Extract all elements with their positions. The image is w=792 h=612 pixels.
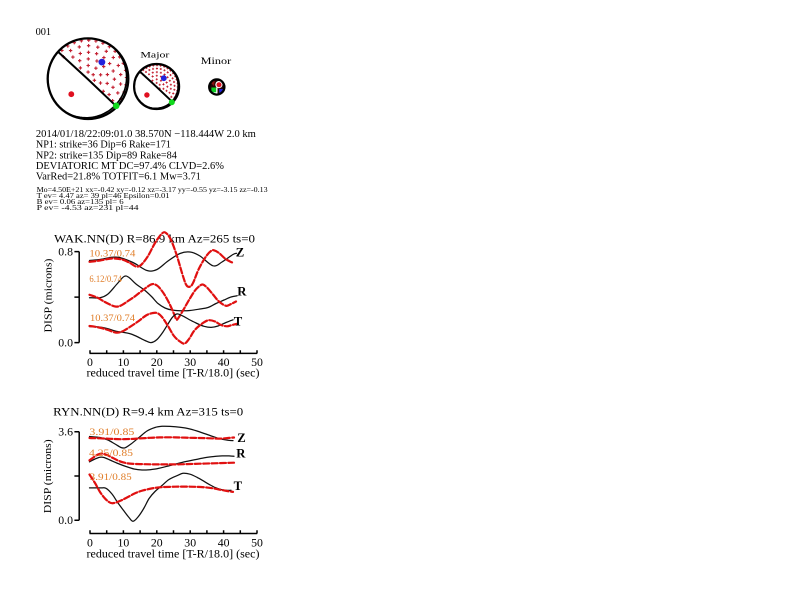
svg-text:0.0: 0.0	[58, 513, 73, 527]
svg-text:DISP (microns): DISP (microns)	[43, 258, 55, 332]
svg-text:VarRed=21.8% TOTFIT=6.1 Mw=3.7: VarRed=21.8% TOTFIT=6.1 Mw=3.71	[36, 171, 201, 183]
svg-text:50: 50	[251, 535, 263, 549]
svg-text:3.91/0.85: 3.91/0.85	[90, 472, 132, 483]
svg-text:T: T	[234, 314, 243, 328]
svg-text:Mo=4.50E+21 xx=-0.42 xy=-0.12: Mo=4.50E+21 xx=-0.42 xy=-0.12 xz=-3.17 y…	[37, 186, 269, 194]
svg-text:10: 10	[118, 355, 130, 369]
svg-text:Z: Z	[236, 245, 244, 259]
svg-text:6.12/0.74: 6.12/0.74	[89, 274, 122, 285]
svg-text:R: R	[236, 446, 246, 460]
svg-text:NP2: strike=135 Dip=89 Rake=84: NP2: strike=135 Dip=89 Rake=84	[36, 150, 178, 162]
svg-text:3.6: 3.6	[58, 425, 73, 439]
svg-text:T: T	[234, 479, 243, 493]
svg-text:001: 001	[36, 26, 52, 38]
svg-text:0.0: 0.0	[58, 336, 73, 350]
svg-text:30: 30	[184, 355, 196, 369]
svg-text:0.8: 0.8	[58, 245, 73, 259]
svg-text:WAK.NN(D) R=86.9 km Az=265 ts=: WAK.NN(D) R=86.9 km Az=265 ts=0	[54, 231, 255, 245]
svg-text:4.25/0.85: 4.25/0.85	[89, 448, 133, 459]
svg-text:reduced travel time [T-R/18.0]: reduced travel time [T-R/18.0] (sec)	[87, 546, 260, 560]
svg-text:Major: Major	[140, 49, 169, 59]
svg-text:50: 50	[251, 355, 263, 369]
svg-text:10: 10	[118, 535, 130, 549]
svg-text:T ev= 4.47 az= 39 pl=46 Epsilo: T ev= 4.47 az= 39 pl=46 Epsilon=0.01	[37, 192, 171, 200]
svg-text:DEVIATORIC MT DC=97.4% CLVD=2.: DEVIATORIC MT DC=97.4% CLVD=2.6%	[36, 160, 224, 172]
svg-text:reduced travel time [T-R/18.0]: reduced travel time [T-R/18.0] (sec)	[87, 365, 260, 379]
svg-text:RYN.NN(D) R=9.4 km Az=315 ts=0: RYN.NN(D) R=9.4 km Az=315 ts=0	[53, 404, 243, 418]
svg-text:10.37/0.74: 10.37/0.74	[89, 248, 135, 259]
svg-text:3.91/0.85: 3.91/0.85	[89, 427, 134, 438]
svg-text:20: 20	[151, 355, 163, 369]
svg-text:B ev= 0.06 az=135 pl= 6: B ev= 0.06 az=135 pl= 6	[37, 198, 125, 206]
svg-text:DISP (microns): DISP (microns)	[42, 439, 54, 513]
svg-text:Minor: Minor	[201, 56, 232, 66]
svg-text:40: 40	[218, 355, 230, 369]
svg-text:40: 40	[218, 535, 230, 549]
svg-text:0: 0	[87, 535, 93, 549]
svg-text:P ev= -4.53 az=231 pl=44: P ev= -4.53 az=231 pl=44	[37, 204, 140, 212]
svg-text:30: 30	[184, 535, 196, 549]
svg-text:R: R	[237, 285, 247, 299]
svg-text:NP1: strike=36 Dip=6 Rake=171: NP1: strike=36 Dip=6 Rake=171	[36, 139, 171, 151]
svg-text:20: 20	[151, 535, 163, 549]
svg-text:10.37/0.74: 10.37/0.74	[90, 313, 135, 324]
svg-text:0: 0	[87, 355, 93, 369]
svg-text:2014/01/18/22:09:01.0 38.570N: 2014/01/18/22:09:01.0 38.570N −118.444W …	[36, 128, 257, 140]
svg-text:Z: Z	[237, 431, 245, 445]
